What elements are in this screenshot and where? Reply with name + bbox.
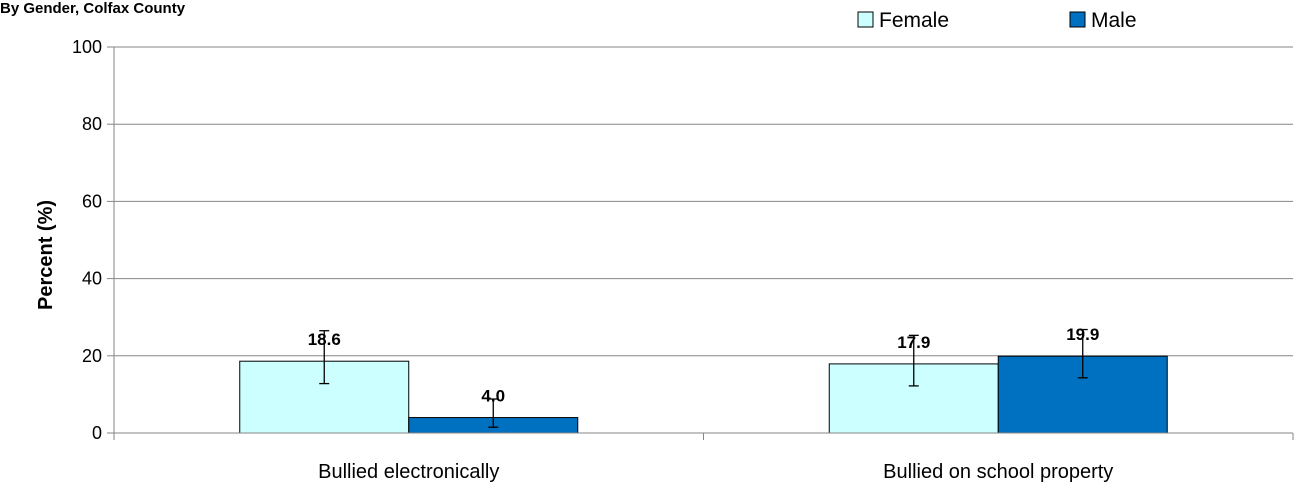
data-label: 18.6: [308, 330, 341, 349]
y-tick-label: 80: [82, 114, 102, 134]
data-label: 17.9: [897, 333, 930, 352]
legend-label-female: Female: [879, 9, 949, 32]
x-category-label: Bullied electronically: [318, 461, 499, 483]
legend: Female Male: [857, 9, 1137, 32]
bars: [239, 355, 1168, 434]
legend-swatch-male: [1069, 11, 1086, 28]
y-tick-labels: 0 20 40 60 80 100: [72, 37, 102, 443]
x-category-label: Bullied on school property: [883, 461, 1113, 483]
y-tick-label: 0: [92, 423, 102, 443]
x-category-labels: Bullied electronically Bullied on school …: [318, 461, 1113, 483]
y-tick-label: 20: [82, 346, 102, 366]
y-tick-label: 40: [82, 269, 102, 289]
axes: [107, 46, 1294, 440]
data-labels: 18.6 4.0 17.9 19.9: [308, 325, 1100, 405]
y-tick-label: 60: [82, 191, 102, 211]
y-axis-title: Percent (%): [35, 200, 57, 310]
legend-swatch-female: [857, 11, 874, 28]
chart-title: By Gender, Colfax County: [0, 0, 186, 17]
data-label: 4.0: [481, 387, 505, 406]
legend-label-male: Male: [1091, 9, 1137, 32]
gridlines: [114, 46, 1293, 357]
data-label: 19.9: [1066, 325, 1099, 344]
error-bars: [319, 328, 1088, 428]
y-tick-label: 100: [72, 37, 102, 57]
